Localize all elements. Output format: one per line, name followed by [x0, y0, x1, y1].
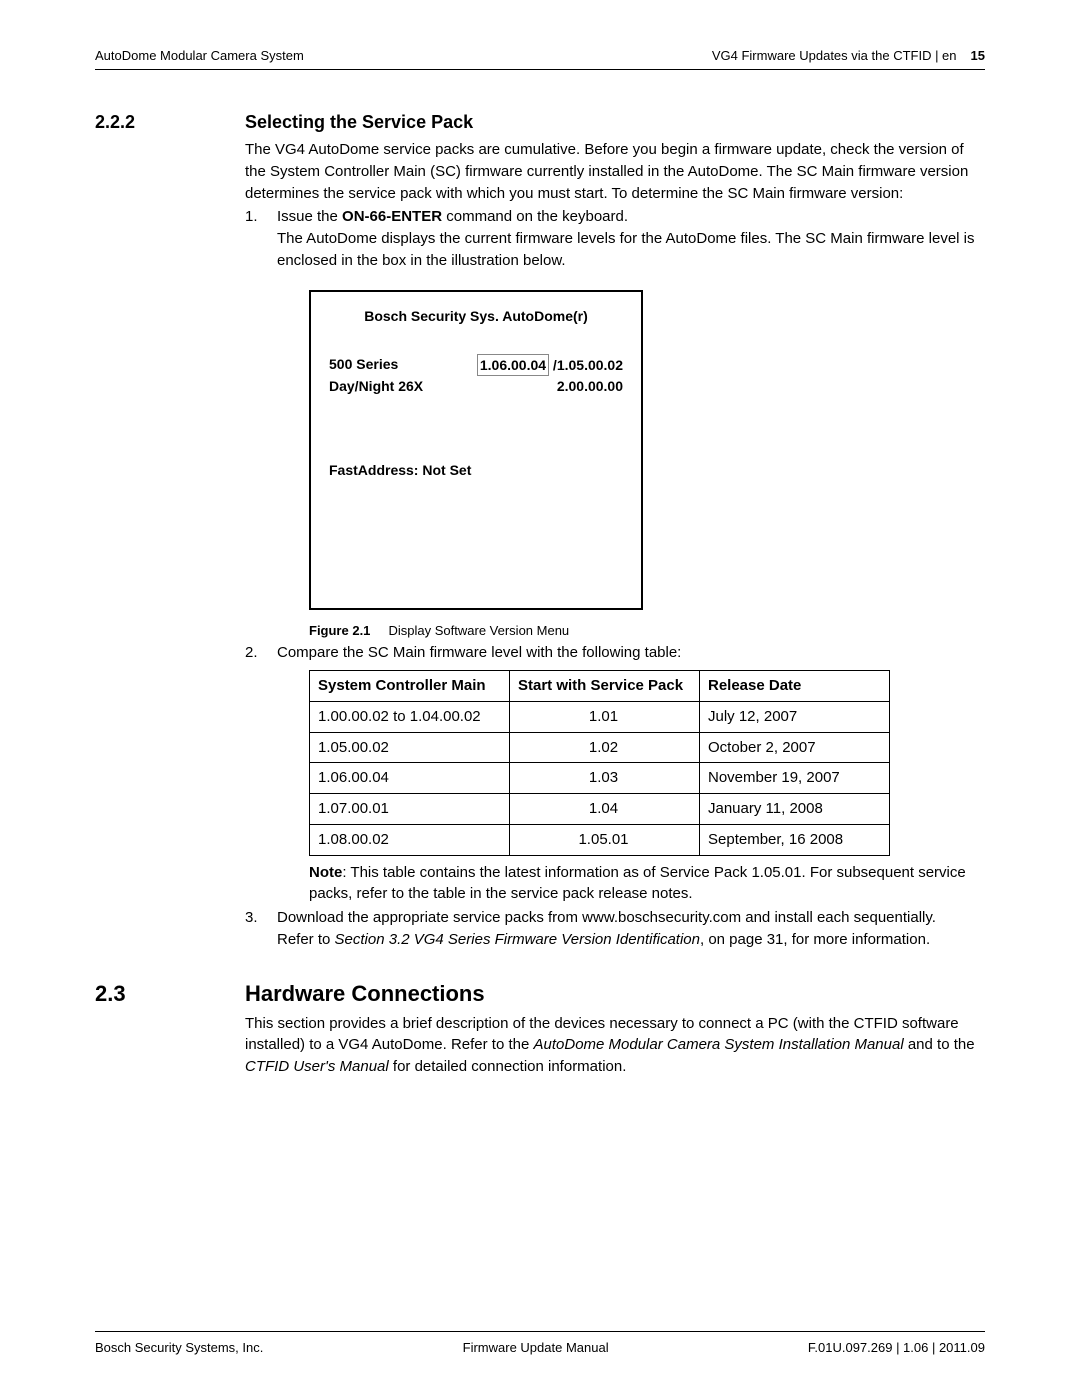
table-row: 1.08.00.021.05.01September, 16 2008 — [310, 824, 890, 855]
step-1: 1. Issue the ON-66-ENTER command on the … — [245, 206, 985, 640]
header-left: AutoDome Modular Camera System — [95, 48, 304, 63]
fastaddress: FastAddress: Not Set — [329, 460, 623, 480]
table-row: 1.07.00.011.04January 11, 2008 — [310, 794, 890, 825]
display-title: Bosch Security Sys. AutoDome(r) — [329, 306, 623, 326]
note-label: Note — [309, 864, 342, 881]
table-cell: 1.00.00.02 to 1.04.00.02 — [310, 701, 510, 732]
col-service-pack: Start with Service Pack — [510, 671, 700, 702]
table-cell: July 12, 2007 — [700, 701, 890, 732]
footer-center: Firmware Update Manual — [463, 1340, 609, 1355]
table-cell: 1.08.00.02 — [310, 824, 510, 855]
display-row-series: 500 Series 1.06.00.04 /1.05.00.02 — [329, 354, 623, 376]
sc-main-version-highlight: 1.06.00.04 — [477, 354, 549, 376]
table-cell: 1.05.00.02 — [310, 732, 510, 763]
ver-right: 1.05.00.02 — [557, 357, 623, 373]
series-label: 500 Series — [329, 354, 398, 376]
section-title: Hardware Connections — [245, 981, 985, 1007]
table-cell: November 19, 2007 — [700, 763, 890, 794]
step-3: 3. Download the appropriate service pack… — [245, 907, 985, 951]
series-versions: 1.06.00.04 /1.05.00.02 — [477, 354, 623, 376]
table-row: 1.00.00.02 to 1.04.00.021.01July 12, 200… — [310, 701, 890, 732]
step1-text: Issue the ON-66-ENTER command on the key… — [277, 208, 628, 225]
step1-line2: The AutoDome displays the current firmwa… — [277, 230, 975, 269]
list-marker: 1. — [245, 206, 258, 228]
table-cell: 1.02 — [510, 732, 700, 763]
table-row: 1.06.00.041.03November 19, 2007 — [310, 763, 890, 794]
list-marker: 2. — [245, 642, 258, 664]
ver-sep: / — [549, 357, 557, 373]
table-cell: 1.01 — [510, 701, 700, 732]
step1-pre: Issue the — [277, 208, 342, 225]
col-sc-main: System Controller Main — [310, 671, 510, 702]
service-pack-table: System Controller Main Start with Servic… — [309, 670, 890, 856]
section-2-2-2: 2.2.2 Selecting the Service Pack The VG4… — [95, 112, 985, 951]
section-2-3: 2.3 Hardware Connections This section pr… — [95, 981, 985, 1078]
list-marker: 3. — [245, 907, 258, 929]
section-number: 2.3 — [95, 981, 245, 1078]
page-footer: Bosch Security Systems, Inc. Firmware Up… — [95, 1331, 985, 1355]
step1-cmd: ON-66-ENTER — [342, 208, 442, 225]
figure-label: Figure 2.1 — [309, 623, 370, 638]
section-number: 2.2.2 — [95, 112, 245, 951]
table-cell: 1.03 — [510, 763, 700, 794]
step2-text: Compare the SC Main firmware level with … — [277, 644, 681, 661]
step3-pre: Refer to — [277, 931, 335, 948]
page-number: 15 — [971, 48, 985, 63]
section-intro: The VG4 AutoDome service packs are cumul… — [245, 139, 985, 204]
section-title: Selecting the Service Pack — [245, 112, 985, 133]
col-release-date: Release Date — [700, 671, 890, 702]
step-2: 2. Compare the SC Main firmware level wi… — [245, 642, 985, 905]
step3-line1: Download the appropriate service packs f… — [277, 909, 936, 926]
figure-caption: Figure 2.1 Display Software Version Menu — [309, 622, 985, 641]
footer-right: F.01U.097.269 | 1.06 | 2011.09 — [808, 1340, 985, 1355]
daynight-version: 2.00.00.00 — [557, 376, 623, 396]
header-section-title: VG4 Firmware Updates via the CTFID | en — [712, 48, 957, 63]
section-23-paragraph: This section provides a brief descriptio… — [245, 1013, 985, 1078]
p-post: for detailed connection information. — [389, 1058, 627, 1075]
step3-line2: Refer to Section 3.2 VG4 Series Firmware… — [277, 931, 930, 948]
step3-post: , on page 31, for more information. — [700, 931, 930, 948]
step3-ref: Section 3.2 VG4 Series Firmware Version … — [335, 931, 700, 948]
page-header: AutoDome Modular Camera System VG4 Firmw… — [95, 48, 985, 70]
p-mid: and to the — [904, 1036, 975, 1053]
table-note: Note: This table contains the latest inf… — [309, 862, 985, 906]
table-cell: September, 16 2008 — [700, 824, 890, 855]
table-cell: 1.05.01 — [510, 824, 700, 855]
table-row: 1.05.00.021.02October 2, 2007 — [310, 732, 890, 763]
footer-left: Bosch Security Systems, Inc. — [95, 1340, 263, 1355]
step1-post: command on the keyboard. — [442, 208, 628, 225]
table-cell: 1.06.00.04 — [310, 763, 510, 794]
display-row-dn: Day/Night 26X 2.00.00.00 — [329, 376, 623, 396]
header-right: VG4 Firmware Updates via the CTFID | en … — [712, 48, 985, 63]
firmware-display-box: Bosch Security Sys. AutoDome(r) 500 Seri… — [309, 290, 643, 610]
table-cell: 1.04 — [510, 794, 700, 825]
p-ref1: AutoDome Modular Camera System Installat… — [534, 1036, 904, 1053]
table-cell: 1.07.00.01 — [310, 794, 510, 825]
p-ref2: CTFID User's Manual — [245, 1058, 389, 1075]
daynight-label: Day/Night 26X — [329, 376, 423, 396]
note-text: : This table contains the latest informa… — [309, 864, 966, 903]
table-cell: January 11, 2008 — [700, 794, 890, 825]
table-cell: October 2, 2007 — [700, 732, 890, 763]
table-header-row: System Controller Main Start with Servic… — [310, 671, 890, 702]
figure-caption-text: Display Software Version Menu — [389, 623, 570, 638]
